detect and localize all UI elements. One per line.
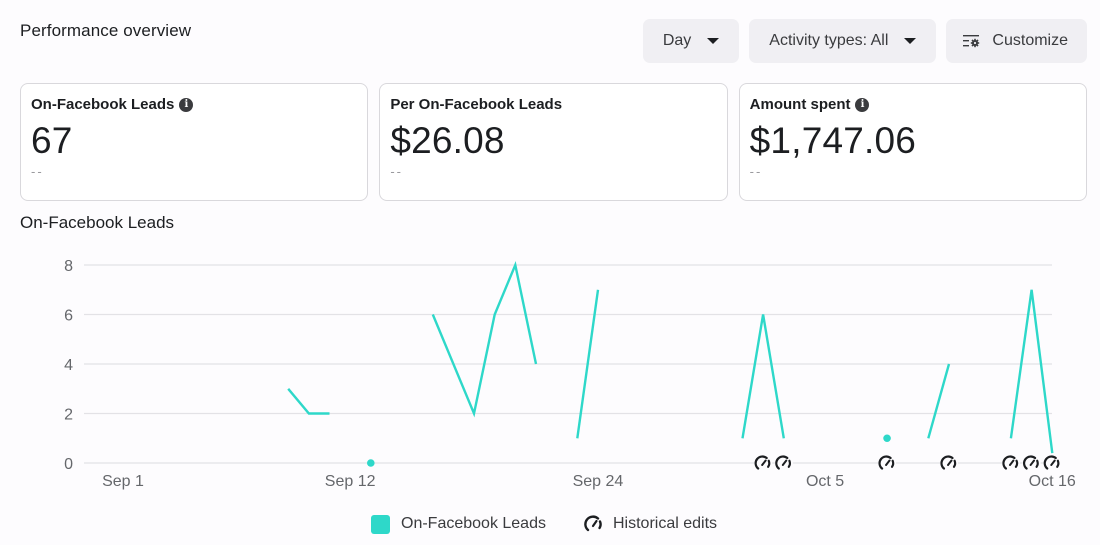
series-line[interactable] <box>287 388 330 415</box>
series-line[interactable] <box>1009 289 1054 454</box>
metric-comparison: -- <box>390 164 403 179</box>
info-icon[interactable]: i <box>179 97 194 112</box>
y-tick-label: 0 <box>64 456 73 473</box>
data-point[interactable] <box>883 434 891 443</box>
customize-label: Customize <box>992 32 1068 49</box>
historical-edit-icon[interactable] <box>878 454 897 472</box>
metric-comparison: -- <box>749 164 763 179</box>
metric-value: 67 <box>31 120 73 161</box>
historical-edit-icon[interactable] <box>774 454 793 472</box>
x-tick-label: Sep 1 <box>102 473 144 490</box>
period-dropdown[interactable]: Day <box>642 19 740 63</box>
legend-item-leads[interactable]: On-Facebook Leads <box>371 514 546 534</box>
page-title: Performance overview <box>20 21 192 40</box>
metric-card-cost-per-lead[interactable]: Per On-Facebook Leads $26.08 -- <box>379 83 728 201</box>
metric-cards: On-Facebook Leads i 67 -- Per On-Faceboo… <box>20 83 1087 201</box>
historical-edit-icon[interactable] <box>1043 454 1062 472</box>
y-tick-label: 8 <box>64 258 73 275</box>
series-line[interactable] <box>741 314 785 439</box>
customize-button[interactable]: Customize <box>946 19 1087 63</box>
x-tick-label: Sep 24 <box>573 473 624 490</box>
metric-card-leads[interactable]: On-Facebook Leads i 67 -- <box>20 83 369 201</box>
metric-label: On-Facebook Leads <box>31 96 175 113</box>
historical-edit-icon[interactable] <box>1022 454 1041 472</box>
metric-label: Per On-Facebook Leads <box>390 96 563 113</box>
series-line[interactable] <box>927 363 951 439</box>
activity-types-label: Activity types: All <box>769 32 889 49</box>
x-tick-label: Oct 16 <box>1029 473 1076 490</box>
legend-label: On-Facebook Leads <box>401 515 546 532</box>
y-tick-label: 2 <box>64 407 73 424</box>
series-line[interactable] <box>576 289 600 439</box>
activity-types-dropdown[interactable]: Activity types: All <box>749 19 937 63</box>
legend-label: Historical edits <box>612 515 718 532</box>
metric-card-header: On-Facebook Leads i <box>31 96 357 113</box>
caret-down-icon <box>904 38 917 44</box>
data-point[interactable] <box>367 459 375 467</box>
legend-swatch <box>371 514 390 534</box>
customize-settings-icon <box>962 33 982 49</box>
metric-card-amount-spent[interactable]: Amount spent i $1,747.06 -- <box>738 83 1087 201</box>
chart-legend: On-Facebook Leads Historical edits <box>371 514 717 534</box>
historical-edit-icon <box>584 514 604 534</box>
info-icon[interactable]: i <box>855 97 870 112</box>
metric-card-header: Per On-Facebook Leads <box>390 96 716 113</box>
metric-label: Amount spent <box>749 96 851 113</box>
series-line[interactable] <box>431 260 538 418</box>
period-dropdown-label: Day <box>662 32 692 49</box>
metric-card-header: Amount spent i <box>750 96 1076 113</box>
historical-edit-icon[interactable] <box>1001 454 1020 472</box>
metric-value: $26.08 <box>390 120 505 161</box>
metric-comparison: -- <box>31 164 44 179</box>
x-tick-label: Sep 12 <box>325 473 376 490</box>
y-tick-label: 6 <box>64 308 73 325</box>
legend-item-historical-edits[interactable]: Historical edits <box>584 514 717 534</box>
x-tick-label: Oct 5 <box>806 473 844 490</box>
metric-value: $1,747.06 <box>749 120 917 161</box>
historical-edit-icon[interactable] <box>940 454 958 472</box>
historical-edit-icon[interactable] <box>754 454 773 472</box>
y-tick-label: 4 <box>64 357 73 374</box>
chart-title: On-Facebook Leads <box>20 213 175 232</box>
caret-down-icon <box>707 38 720 44</box>
toolbar: Day Activity types: All Custom <box>642 19 1087 63</box>
